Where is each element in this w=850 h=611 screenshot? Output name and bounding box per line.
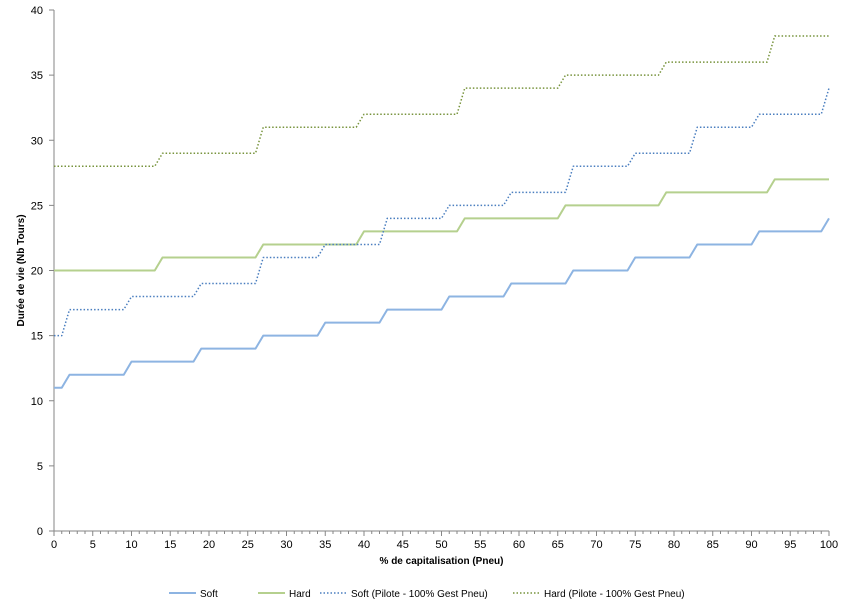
x-axis-title: % de capitalisation (Pneu) xyxy=(380,556,504,567)
x-tick-label: 5 xyxy=(90,539,96,551)
y-tick-label: 10 xyxy=(31,396,43,408)
x-tick-label: 40 xyxy=(358,539,370,551)
legend-item-4: Hard (Pilote - 100% Gest Pneu) xyxy=(513,589,685,600)
x-tick-label: 10 xyxy=(125,539,137,551)
legend-label: Soft (Pilote - 100% Gest Pneu) xyxy=(351,589,488,600)
series-layer xyxy=(54,35,830,389)
y-tick-label: 35 xyxy=(31,70,43,82)
series-line-2 xyxy=(54,178,829,272)
x-tick-label: 80 xyxy=(668,539,680,551)
legend-item-2: Hard xyxy=(258,589,311,600)
x-tick-label: 35 xyxy=(319,539,331,551)
x-tick-label: 55 xyxy=(474,539,486,551)
x-tick-label: 20 xyxy=(203,539,215,551)
legend-label: Hard xyxy=(289,589,311,600)
x-tick-label: 65 xyxy=(552,539,564,551)
x-tick-label: 90 xyxy=(745,539,757,551)
series-line-1 xyxy=(54,217,830,389)
y-tick-label: 0 xyxy=(37,526,43,538)
y-tick-label: 15 xyxy=(31,331,43,343)
x-tick-label: 25 xyxy=(242,539,254,551)
legend-item-1: Soft xyxy=(169,589,218,600)
series-line-3 xyxy=(54,87,830,337)
y-tick-label: 40 xyxy=(31,5,43,17)
y-axis-title: Durée de vie (Nb Tours) xyxy=(16,214,27,326)
legend-label: Hard (Pilote - 100% Gest Pneu) xyxy=(544,589,685,600)
axes xyxy=(53,10,829,532)
y-tick-label: 25 xyxy=(31,200,43,212)
legend: Soft Hard Soft (Pilote - 100% Gest Pneu) Ha… xyxy=(169,589,685,600)
legend-item-3: Soft (Pilote - 100% Gest Pneu) xyxy=(320,589,488,600)
x-tick-label: 95 xyxy=(784,539,796,551)
legend-label: Soft xyxy=(200,589,218,600)
x-tick-label: 0 xyxy=(51,539,57,551)
x-tick-label: 15 xyxy=(164,539,176,551)
x-tick-label: 75 xyxy=(629,539,641,551)
ticks: 0 5 10 15 20 25 30 35 40 0 5 10 15 20 25 30 35 40 45 50 55 60… xyxy=(31,5,838,551)
x-tick-label: 70 xyxy=(590,539,602,551)
y-tick-label: 5 xyxy=(37,461,43,473)
x-tick-label: 60 xyxy=(513,539,525,551)
x-tick-label: 45 xyxy=(397,539,409,551)
series-line-4 xyxy=(54,35,829,168)
x-tick-label: 100 xyxy=(820,539,838,551)
y-tick-label: 20 xyxy=(31,266,43,278)
x-tick-label: 30 xyxy=(280,539,292,551)
x-tick-label: 50 xyxy=(435,539,447,551)
x-tick-label: 85 xyxy=(707,539,719,551)
y-tick-label: 30 xyxy=(31,135,43,147)
